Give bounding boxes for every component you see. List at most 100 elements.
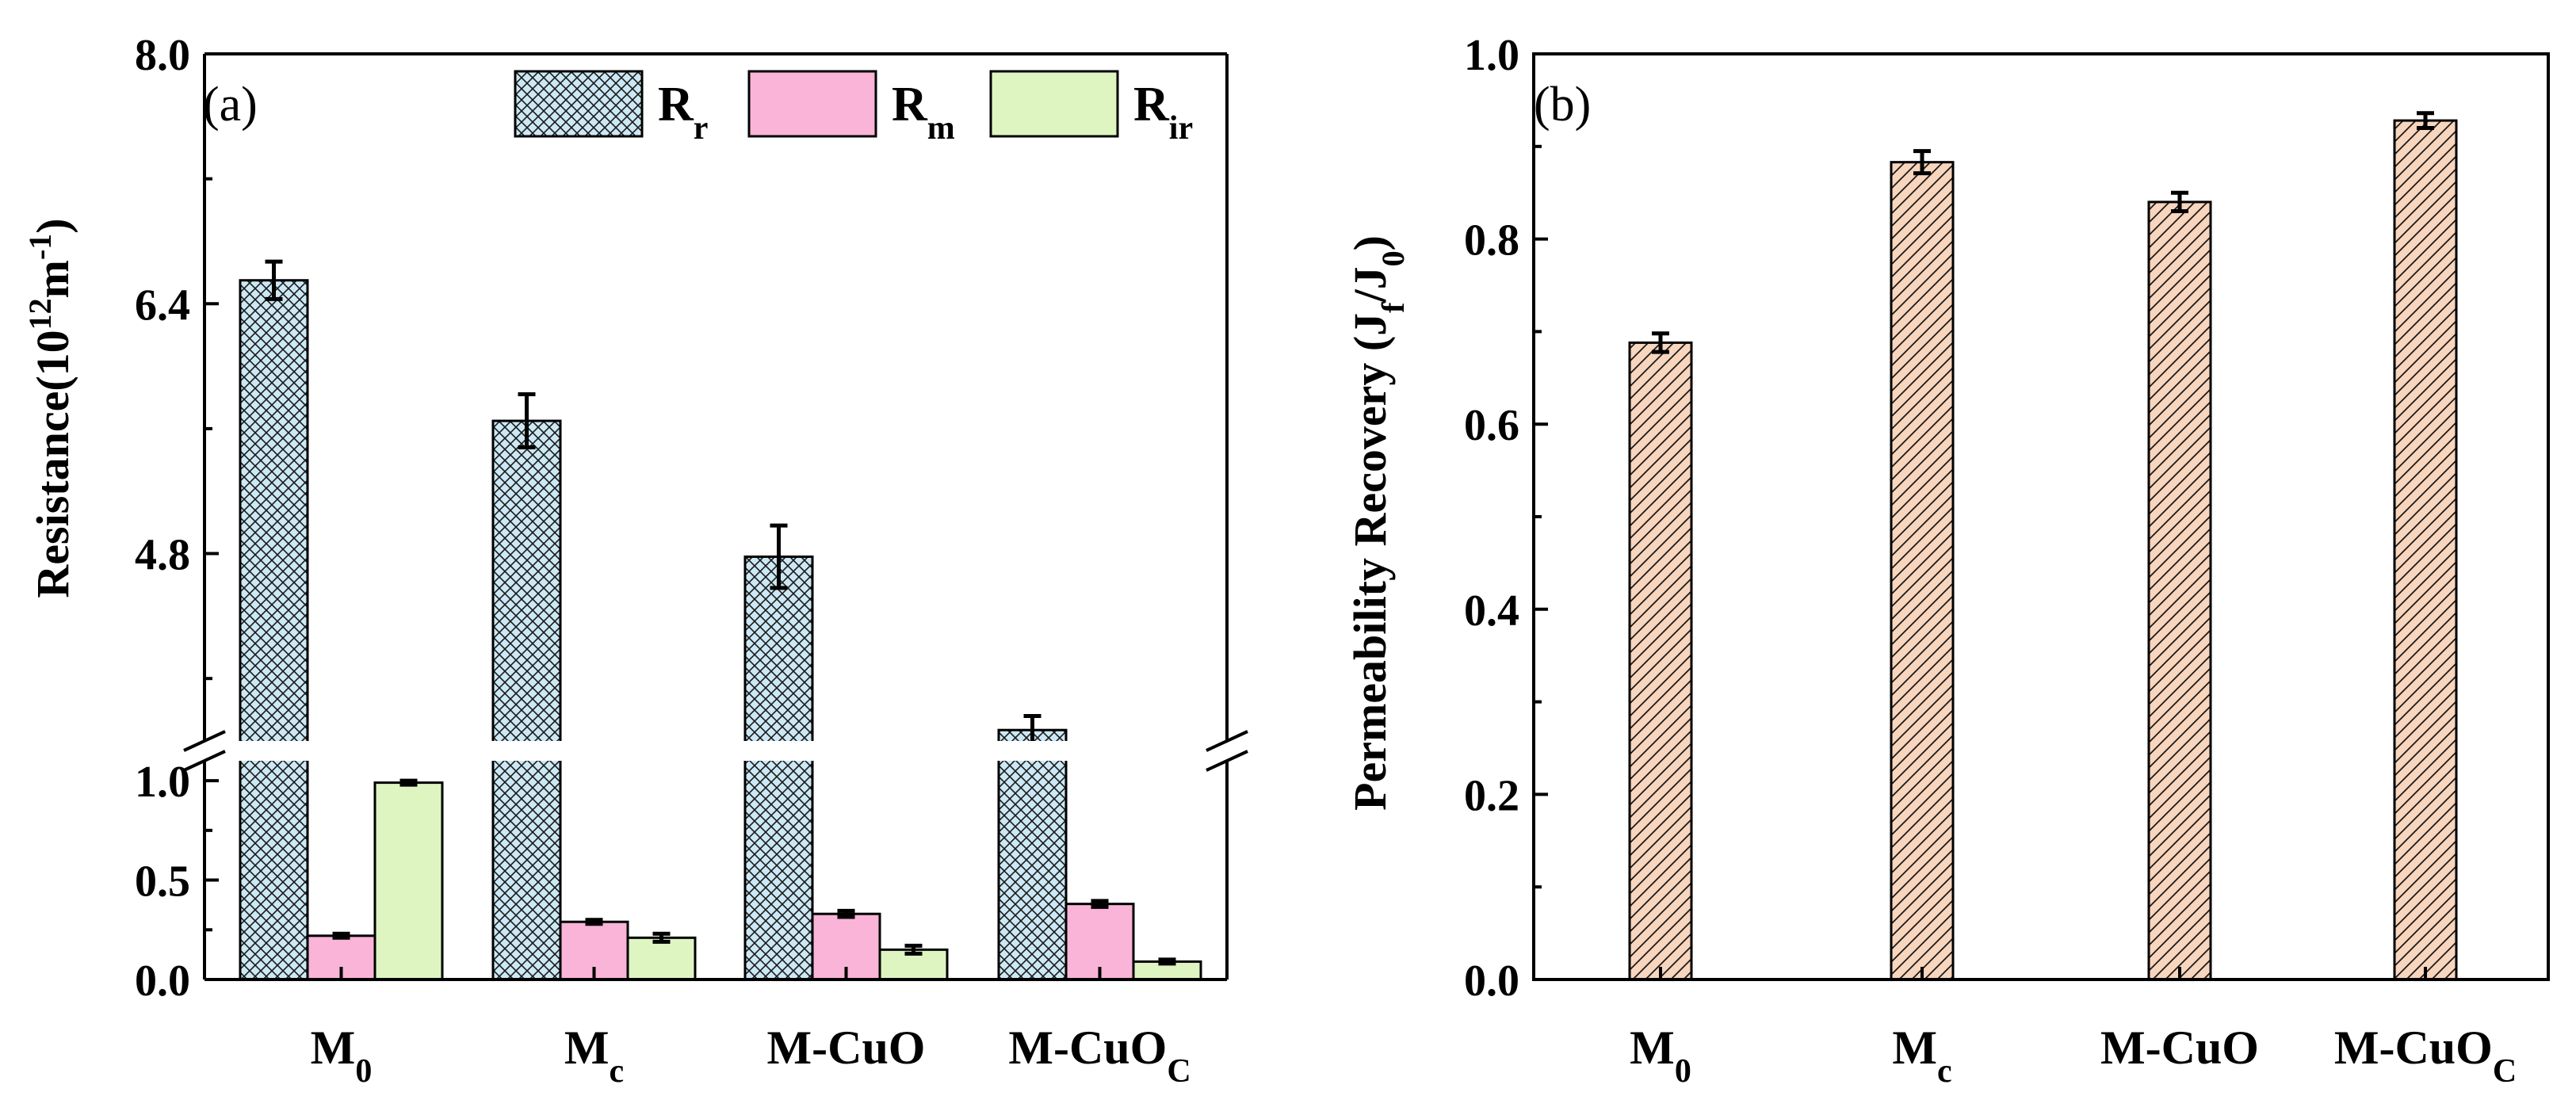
- y-label-main: Permeability Recovery (J: [1344, 313, 1396, 811]
- recovery-bars: [1628, 111, 2458, 981]
- bar-r: [743, 555, 814, 981]
- y-tick-label: 0.2: [1464, 771, 1519, 820]
- y-label-end: ): [1344, 235, 1396, 250]
- error-bar-m: [332, 931, 350, 940]
- resistance-x-tick-labels: M0 Mc M-CuO M-CuOC: [311, 1022, 1191, 1090]
- error-bar-r: [770, 523, 788, 590]
- x-tick-label-main: M-CuO: [2100, 1022, 2259, 1074]
- y-tick-label: 4.8: [135, 531, 190, 580]
- x-tick-label-sub: 0: [355, 1053, 372, 1090]
- y-tick-label: 0.5: [135, 857, 190, 907]
- bar-r: [491, 419, 562, 981]
- x-tick-label-main: M-CuO: [767, 1022, 926, 1074]
- recovery-y-axis-label: Permeability Recovery (Jf/J0): [1344, 235, 1411, 811]
- break-mark: [1206, 730, 1248, 752]
- recovery-error-bar: [1652, 331, 1669, 354]
- y-tick-label: 6.4: [135, 281, 190, 330]
- y-tick-label: 0.4: [1464, 586, 1519, 636]
- resistance-y-axis-label: Resistance(1012m-1): [22, 218, 79, 598]
- y-tick-label: 8.0: [135, 31, 190, 80]
- legend-label: Rir: [1133, 78, 1193, 147]
- x-tick-label-sub: C: [1167, 1053, 1191, 1090]
- resistance-axes: 0.0 0.5 1.0 4.8 6.4 8.0: [135, 31, 1248, 1006]
- recovery-bar: [2393, 119, 2458, 981]
- y-label-sup2: -1: [22, 234, 58, 260]
- x-tick-label-sub: 0: [1675, 1053, 1691, 1090]
- x-tick-label-sub: C: [2493, 1053, 2517, 1090]
- y-label-main: Resistance(10: [27, 330, 78, 598]
- y-tick-label: 0.8: [1464, 216, 1519, 265]
- x-tick-label: M-CuO: [767, 1022, 926, 1074]
- y-label-mid: m: [27, 260, 78, 298]
- x-tick-label-main: M: [564, 1022, 610, 1074]
- error-bar-m: [1091, 899, 1109, 909]
- y-tick-label: 0.0: [135, 957, 190, 1006]
- recovery-error-bar: [2171, 190, 2188, 214]
- recovery-error-bar: [1913, 149, 1931, 176]
- legend-label-main: R: [658, 78, 694, 132]
- x-tick-label: M-CuOC: [1008, 1022, 1191, 1090]
- legend-label-main: R: [1133, 78, 1170, 132]
- legend-label: Rm: [892, 78, 955, 147]
- resistance-legend: Rr Rm Rir: [514, 70, 1193, 147]
- y-label-sub1: f: [1375, 302, 1411, 313]
- x-tick-label-main: M: [1892, 1022, 1937, 1074]
- x-tick-label: M-CuOC: [2334, 1022, 2517, 1090]
- y-label-end: ): [27, 218, 78, 233]
- x-tick-label: M-CuO: [2100, 1022, 2259, 1074]
- legend-label-main: R: [892, 78, 928, 132]
- x-tick-label-main: M: [1630, 1022, 1675, 1074]
- resistance-bars: [207, 259, 1225, 981]
- axis-break-band: [207, 741, 1225, 761]
- recovery-bar: [1628, 341, 1693, 981]
- legend-label-sub: r: [694, 110, 709, 147]
- y-label-mid: /J: [1344, 266, 1396, 303]
- panel-label-a: (a): [203, 78, 258, 132]
- recovery-axes: 0.0 0.2 0.4 0.6 0.8 1.0: [1464, 31, 2550, 1006]
- error-bar-ir: [904, 943, 923, 956]
- bar-ir: [626, 936, 697, 981]
- break-mark: [1206, 750, 1248, 772]
- recovery-bar: [1890, 161, 1955, 981]
- x-tick-label: M0: [1630, 1022, 1691, 1090]
- legend-label-sub: m: [927, 110, 955, 147]
- error-bar-r: [518, 392, 536, 450]
- y-label-sup1: 12: [22, 298, 58, 330]
- x-tick-label: M0: [311, 1022, 373, 1090]
- recovery-x-tick-labels: M0 Mc M-CuO M-CuOC: [1630, 1022, 2517, 1090]
- x-tick-label-sub: c: [1937, 1053, 1952, 1090]
- y-tick-label: 1.0: [135, 758, 190, 807]
- legend-swatch-r: [514, 70, 644, 138]
- x-tick-label-main: M: [311, 1022, 356, 1074]
- chart-permeability-recovery: 0.0 0.2 0.4 0.6 0.8 1.0 (b) Permeability Reco…: [1344, 31, 2550, 1090]
- error-bar-r: [265, 259, 283, 301]
- y-tick-label: 1.0: [1464, 31, 1519, 80]
- panel-label-b: (b): [1534, 78, 1591, 132]
- bar-r: [997, 728, 1068, 981]
- bar-ir: [373, 781, 444, 981]
- recovery-error-bar: [2417, 111, 2434, 130]
- error-bar-m: [585, 918, 603, 926]
- y-tick-label: 0.6: [1464, 401, 1519, 450]
- error-bar-m: [837, 908, 855, 919]
- break-mark: [183, 750, 226, 772]
- y-label-sub2: 0: [1375, 250, 1411, 266]
- x-tick-label: Mc: [564, 1022, 624, 1090]
- error-bar-ir: [652, 931, 671, 944]
- error-bar-ir: [399, 778, 418, 787]
- error-bar-ir: [1158, 957, 1176, 966]
- x-tick-label-main: M-CuO: [1008, 1022, 1167, 1074]
- legend-swatch-ir: [989, 70, 1119, 138]
- legend-label-sub: ir: [1169, 110, 1193, 147]
- legend-label: Rr: [658, 78, 708, 147]
- recovery-bar: [2147, 200, 2212, 981]
- y-tick-label: 0.0: [1464, 957, 1519, 1006]
- legend-swatch-m: [747, 70, 877, 138]
- break-mark: [183, 730, 226, 752]
- x-tick-label-main: M-CuO: [2334, 1022, 2493, 1074]
- bar-r: [239, 279, 309, 981]
- x-tick-label: Mc: [1892, 1022, 1951, 1090]
- chart-resistance: 0.00.51.04.86.48.0 (a) Resistance(1012m-…: [22, 31, 1248, 1090]
- x-tick-label-sub: c: [609, 1053, 624, 1090]
